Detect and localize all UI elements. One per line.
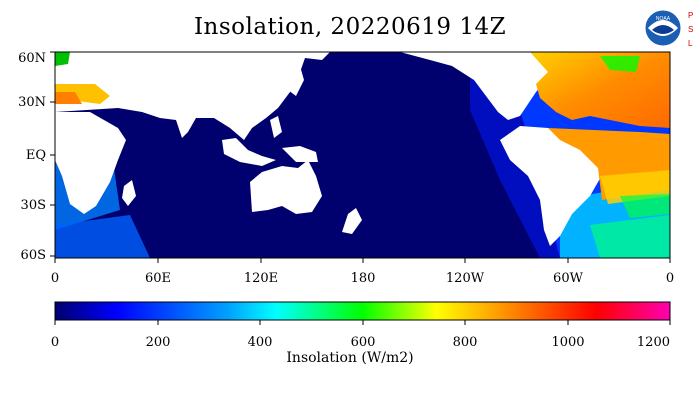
south-atlantic-green [590, 215, 670, 258]
colorbar: 0 200 400 600 800 1000 1200 [51, 301, 671, 350]
colorbar-tick-1200: 1200 [637, 335, 670, 350]
lat-label-30s: 30S [21, 198, 46, 213]
europe-green-patch [55, 52, 70, 66]
latitude-labels: 60N 30N EQ 30S 60S [18, 51, 55, 263]
south-atlantic-green-band [620, 194, 670, 218]
lon-label-0-right: 0 [666, 271, 674, 286]
australia-land [250, 160, 322, 214]
greenland-green [600, 56, 640, 72]
lon-label-180: 180 [351, 271, 376, 286]
noaa-logo: NOAA P S L [644, 9, 693, 48]
lon-label-120e: 120E [244, 271, 278, 286]
lat-label-30n: 30N [18, 95, 46, 110]
colorbar-tick-1000: 1000 [551, 335, 584, 350]
colorbar-tick-200: 200 [146, 335, 171, 350]
logo-letter-l: L [688, 39, 693, 48]
africa-land [55, 112, 126, 214]
colorbar-tick-0: 0 [51, 335, 59, 350]
lon-label-120w: 120W [446, 271, 485, 286]
logo-letter-s: S [688, 25, 693, 34]
south-indian-blue [55, 215, 150, 258]
lat-label-eq: EQ [26, 148, 46, 163]
lon-label-60e: 60E [145, 271, 171, 286]
colorbar-gradient [54, 301, 671, 321]
new-zealand-land [342, 208, 362, 234]
lat-label-60n: 60N [18, 51, 46, 66]
map-title: Insolation, 20220619 14Z [193, 14, 507, 40]
colorbar-tick-800: 800 [453, 335, 478, 350]
arabia-orange-patch [55, 92, 82, 104]
lon-label-60w: 60W [553, 271, 584, 286]
madagascar-land [122, 180, 136, 206]
colorbar-title: Insolation (W/m2) [286, 350, 414, 366]
new-guinea-land [282, 146, 318, 162]
lat-label-60s: 60S [21, 248, 46, 263]
indonesia-land [222, 138, 276, 166]
logo-text: NOAA [656, 16, 671, 22]
south-america-land [500, 126, 606, 246]
colorbar-tick-600: 600 [351, 335, 376, 350]
north-america-land [400, 52, 560, 120]
colorbar-tick-400: 400 [248, 335, 273, 350]
philippines-land [270, 116, 282, 138]
eurasia-land [55, 52, 330, 140]
longitude-labels: 0 60E 120E 180 120W 60W 0 [51, 258, 674, 286]
logo-letter-p: P [688, 11, 693, 20]
map-field [55, 52, 670, 258]
lon-label-0-left: 0 [51, 271, 59, 286]
japan-land [288, 66, 304, 96]
